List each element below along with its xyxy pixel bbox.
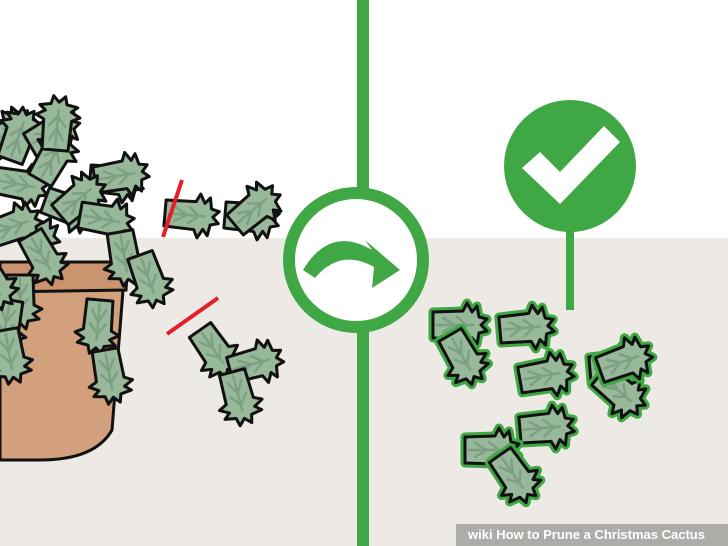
watermark-brand: wiki (468, 527, 493, 542)
arrow-badge (283, 187, 429, 333)
checkmark-badge (504, 100, 636, 310)
watermark: wiki How to Prune a Christmas Cactus (456, 524, 728, 546)
watermark-title: How to Prune a Christmas Cactus (496, 527, 705, 542)
cut-mark-icon (161, 179, 184, 238)
cut-mark-icon (165, 296, 220, 336)
potted-cactus (0, 92, 293, 462)
arrow-icon (303, 240, 400, 288)
checkmark-icon (522, 126, 620, 204)
